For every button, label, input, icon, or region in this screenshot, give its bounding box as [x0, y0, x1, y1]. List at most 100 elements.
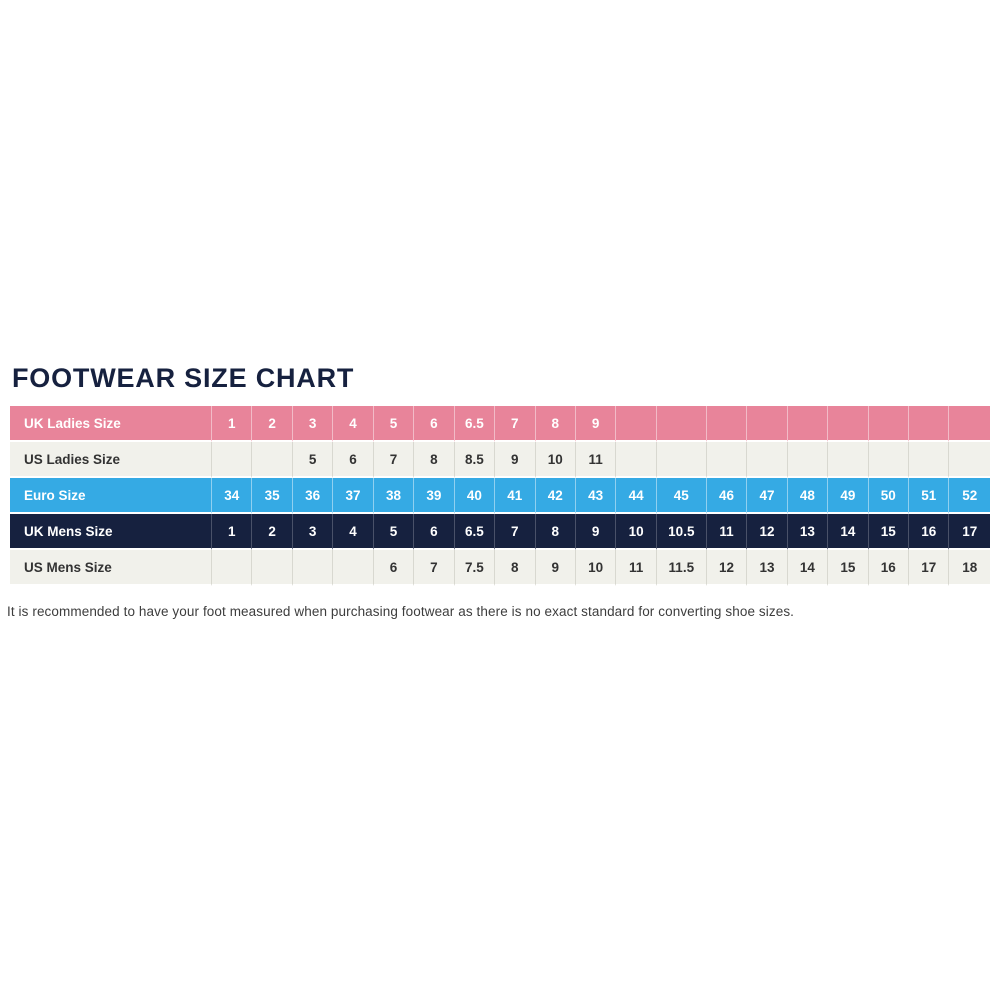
size-cell: 4 [333, 514, 374, 550]
size-cell: 35 [252, 478, 293, 514]
size-cell: 7 [495, 406, 536, 442]
size-cell [787, 442, 829, 478]
size-chart-body: UK Ladies Size 1 2 3 4 5 6 6.5 7 8 9 US Ladies Size… [10, 406, 990, 586]
size-cell: 50 [868, 478, 909, 514]
size-cell [706, 406, 748, 442]
size-cell: 14 [828, 514, 869, 550]
footnote-text: It is recommended to have your foot meas… [7, 604, 795, 619]
size-cell: 4 [333, 406, 374, 442]
size-cell: 34 [212, 478, 253, 514]
size-cell: 40 [454, 478, 496, 514]
size-cell: 7 [373, 442, 415, 478]
size-cell: 6 [414, 406, 455, 442]
size-cell: 9 [575, 406, 617, 442]
size-cell: 17 [949, 514, 990, 550]
size-cell: 41 [495, 478, 536, 514]
size-cell: 14 [787, 550, 829, 586]
size-cell: 16 [909, 514, 950, 550]
row-label: US Ladies Size [10, 442, 212, 478]
size-cell: 37 [333, 478, 374, 514]
size-cell: 2 [252, 406, 293, 442]
size-cell: 7 [495, 514, 536, 550]
row-label: UK Mens Size [10, 514, 212, 550]
size-cell [868, 406, 909, 442]
size-cell: 5 [292, 442, 334, 478]
size-cell: 10 [575, 550, 617, 586]
size-cell: 43 [575, 478, 617, 514]
size-cell: 11.5 [656, 550, 707, 586]
size-cell [949, 406, 990, 442]
size-cell: 52 [949, 478, 990, 514]
table-row-us-mens-size: US Mens Size 6 7 7.5 8 9 10 11 11.5 12 13 14 15 16 17 1… [10, 550, 990, 586]
size-cell: 6.5 [454, 406, 496, 442]
size-cell [616, 406, 657, 442]
size-cell: 38 [373, 478, 415, 514]
page-title: FOOTWEAR SIZE CHART [12, 363, 355, 393]
size-cell: 1 [212, 514, 253, 550]
size-cell: 3 [292, 406, 334, 442]
size-cell: 6 [333, 442, 374, 478]
size-cell: 18 [949, 550, 990, 586]
size-cell: 48 [787, 478, 829, 514]
size-cell [252, 550, 293, 586]
size-cell: 45 [656, 478, 707, 514]
size-cell [828, 406, 869, 442]
size-cell: 5 [373, 514, 415, 550]
size-cell [949, 442, 990, 478]
size-cell: 9 [495, 442, 536, 478]
size-cell [706, 442, 748, 478]
size-cell: 9 [575, 514, 617, 550]
size-cell: 12 [747, 514, 788, 550]
row-label: US Mens Size [10, 550, 212, 586]
row-label: UK Ladies Size [10, 406, 212, 442]
size-cell [787, 406, 829, 442]
size-cell: 11 [575, 442, 617, 478]
size-cell [747, 406, 788, 442]
size-cell [616, 442, 657, 478]
size-cell: 13 [787, 514, 829, 550]
table-row-uk-ladies-size: UK Ladies Size 1 2 3 4 5 6 6.5 7 8 9 [10, 406, 990, 442]
size-cell: 15 [868, 514, 909, 550]
size-cell: 7 [414, 550, 455, 586]
size-cell: 6 [414, 514, 455, 550]
table-row-euro-size: Euro Size 34 35 36 37 38 39 40 41 42 43 44 45 46 47 48 4… [10, 478, 990, 514]
table-row-uk-mens-size: UK Mens Size 1 2 3 4 5 6 6.5 7 8 9 10 10.5 11 12 13 14 15… [10, 514, 990, 550]
size-cell: 36 [292, 478, 334, 514]
size-cell: 2 [252, 514, 293, 550]
size-cell: 49 [828, 478, 869, 514]
size-cell: 5 [373, 406, 415, 442]
size-chart-table: UK Ladies Size 1 2 3 4 5 6 6.5 7 8 9 US Ladies Size… [10, 406, 990, 586]
row-label: Euro Size [10, 478, 212, 514]
size-cell [292, 550, 334, 586]
size-cell [333, 550, 374, 586]
size-cell: 8 [535, 514, 576, 550]
size-cell [909, 406, 950, 442]
size-cell: 9 [535, 550, 576, 586]
size-cell: 8 [495, 550, 536, 586]
size-cell: 6.5 [454, 514, 496, 550]
size-cell: 7.5 [454, 550, 496, 586]
table-row-us-ladies-size: US Ladies Size 5 6 7 8 8.5 9 10 11 [10, 442, 990, 478]
size-cell: 12 [706, 550, 748, 586]
size-cell: 11 [706, 514, 748, 550]
size-cell: 46 [706, 478, 748, 514]
size-cell [212, 442, 253, 478]
size-cell [656, 406, 707, 442]
size-cell [212, 550, 253, 586]
size-cell [868, 442, 909, 478]
size-cell: 51 [909, 478, 950, 514]
size-cell: 3 [292, 514, 334, 550]
size-cell: 42 [535, 478, 576, 514]
size-cell: 8 [535, 406, 576, 442]
size-cell: 10 [535, 442, 576, 478]
size-cell [909, 442, 950, 478]
size-cell: 10.5 [656, 514, 707, 550]
size-cell [828, 442, 869, 478]
size-cell: 8.5 [454, 442, 496, 478]
size-cell: 13 [747, 550, 788, 586]
size-cell: 8 [414, 442, 455, 478]
size-cell: 39 [414, 478, 455, 514]
size-cell: 6 [373, 550, 415, 586]
size-cell: 1 [212, 406, 253, 442]
